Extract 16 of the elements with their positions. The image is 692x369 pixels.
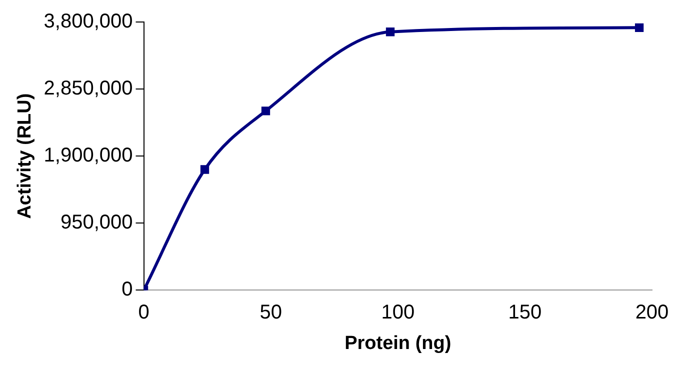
point: [634, 23, 644, 32]
y-tick-label: 3,800,000: [44, 10, 133, 33]
y-tick-label: 2,850,000: [44, 78, 133, 100]
y-tick-label: 1,900,000: [44, 144, 133, 167]
point: [261, 106, 270, 116]
y-tick-label: 0: [122, 278, 133, 301]
x-tick-label: 0: [138, 302, 150, 324]
x-tick-label: 50: [260, 302, 282, 324]
x-tick-label: 100: [381, 302, 415, 324]
point: [386, 28, 395, 36]
x-tick-label: 150: [508, 302, 542, 324]
y-axis-title: Activity (RLU): [14, 93, 36, 219]
point: [200, 165, 210, 174]
x-tick-label: 200: [635, 302, 669, 324]
x-axis-title: Protein (ng): [344, 332, 452, 354]
y-tick-label: 950,000: [60, 212, 133, 234]
